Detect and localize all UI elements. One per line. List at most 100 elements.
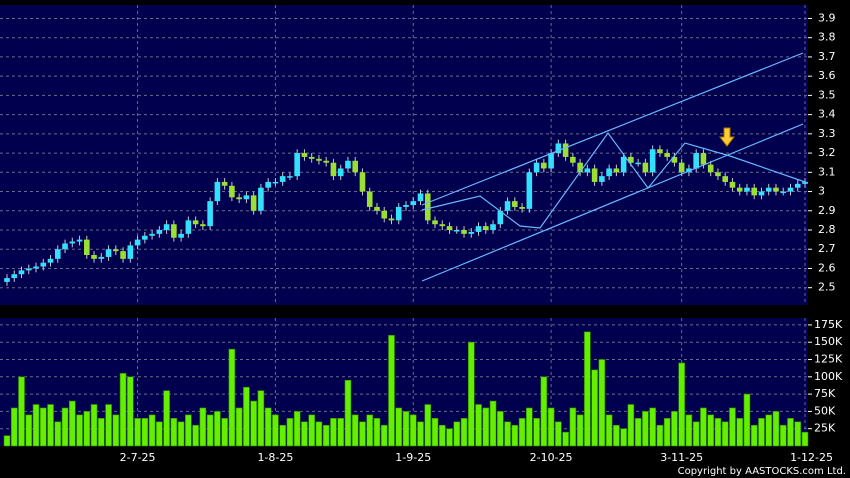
volume-bar — [68, 400, 76, 447]
volume-bar — [257, 390, 265, 447]
candle-body — [649, 149, 656, 173]
y-tick-label: 2.5 — [818, 281, 836, 294]
x-tick-label: 2-10-25 — [530, 451, 573, 464]
candle-body — [751, 187, 758, 196]
volume-bar — [112, 414, 120, 447]
candle-body — [541, 162, 547, 169]
candle-body — [25, 268, 32, 271]
y-tick-label: 150K — [814, 335, 843, 348]
y-tick-label: 3.9 — [818, 11, 836, 24]
x-tick-label: 1-8-25 — [257, 451, 293, 464]
volume-bar — [301, 421, 308, 447]
volume-bar — [453, 421, 461, 447]
candle-body — [671, 156, 678, 163]
volume-bar — [613, 424, 620, 447]
candle-body — [84, 239, 90, 255]
candle-body — [98, 256, 105, 259]
candle-body — [599, 176, 605, 182]
candle-body — [33, 266, 39, 269]
volume-bar — [409, 414, 417, 447]
volume-bar — [707, 414, 714, 447]
candle-body — [657, 149, 663, 154]
volume-bar — [692, 421, 700, 447]
y-tick-label: 3.7 — [818, 50, 836, 63]
volume-bar — [584, 331, 591, 447]
volume-bar — [438, 424, 446, 447]
volume-bar — [351, 414, 359, 447]
volume-bar — [395, 407, 403, 447]
volume-bar — [598, 359, 606, 447]
volume-bar — [206, 414, 214, 447]
candle-body — [519, 206, 525, 209]
volume-bar — [185, 414, 192, 447]
x-tick-label: 2-7-25 — [120, 451, 156, 464]
candle-body — [483, 226, 489, 230]
candle-body — [744, 187, 750, 192]
volume-bar — [359, 421, 366, 447]
candle-body — [504, 201, 511, 211]
candle-body — [359, 172, 366, 192]
volume-bar — [127, 376, 134, 447]
candle-body — [113, 249, 119, 252]
candle-body — [802, 181, 808, 184]
volume-bar — [787, 418, 794, 447]
candle-body — [715, 172, 721, 177]
volume-bar — [526, 407, 533, 447]
volume-bar — [504, 421, 511, 447]
candle-body — [149, 233, 155, 236]
volume-bar — [678, 362, 685, 447]
candle-body — [722, 176, 728, 182]
volume-bar — [322, 424, 330, 447]
y-tick-label: 3.8 — [818, 31, 836, 44]
candle-body — [47, 258, 54, 263]
candle-body — [142, 235, 148, 240]
candle-body — [272, 181, 279, 184]
trend-line — [421, 123, 804, 282]
volume-bar — [272, 414, 279, 447]
volume-bar — [32, 404, 40, 447]
candle-body — [606, 168, 612, 177]
volume-bar — [163, 390, 170, 447]
volume-bar — [547, 407, 555, 447]
candle-body — [40, 262, 47, 267]
volume-bar — [497, 411, 504, 447]
volume-bar — [569, 407, 577, 447]
candle-body — [214, 181, 221, 202]
candle-body — [555, 143, 562, 154]
volume-bar — [18, 376, 25, 447]
volume-bar — [170, 418, 178, 447]
candle-body — [134, 239, 141, 246]
x-tick-label: 1-12-25 — [790, 451, 833, 464]
volume-bar — [663, 418, 671, 447]
volume-bar — [555, 421, 562, 447]
volume-bar — [119, 373, 127, 447]
volume-bar — [373, 418, 381, 447]
y-tick-label: 125K — [814, 353, 843, 366]
volume-bar — [736, 418, 744, 447]
volume-bar — [221, 418, 228, 447]
candle-body — [613, 168, 620, 173]
volume-bar — [54, 421, 62, 447]
price-panel — [0, 5, 808, 305]
volume-bar — [76, 414, 83, 447]
volume-bar — [685, 414, 693, 447]
candle-body — [395, 206, 402, 221]
candle-body — [69, 241, 76, 244]
candle-body — [693, 153, 699, 169]
candle-body — [773, 187, 779, 192]
y-tick-label: 2.9 — [818, 204, 836, 217]
volume-bar — [293, 411, 301, 447]
candle-body — [526, 172, 533, 209]
candle-body — [178, 233, 184, 238]
candle-body — [120, 251, 126, 259]
volume-bar — [214, 411, 221, 447]
volume-bar — [177, 421, 185, 447]
volume-bar — [337, 418, 345, 447]
candle-body — [700, 153, 707, 165]
candle-body — [381, 210, 388, 219]
volume-bar — [750, 424, 758, 447]
volume-bar — [25, 414, 33, 447]
y-tick-label: 100K — [814, 370, 843, 383]
candle-body — [279, 176, 286, 182]
candle-body — [345, 160, 351, 169]
